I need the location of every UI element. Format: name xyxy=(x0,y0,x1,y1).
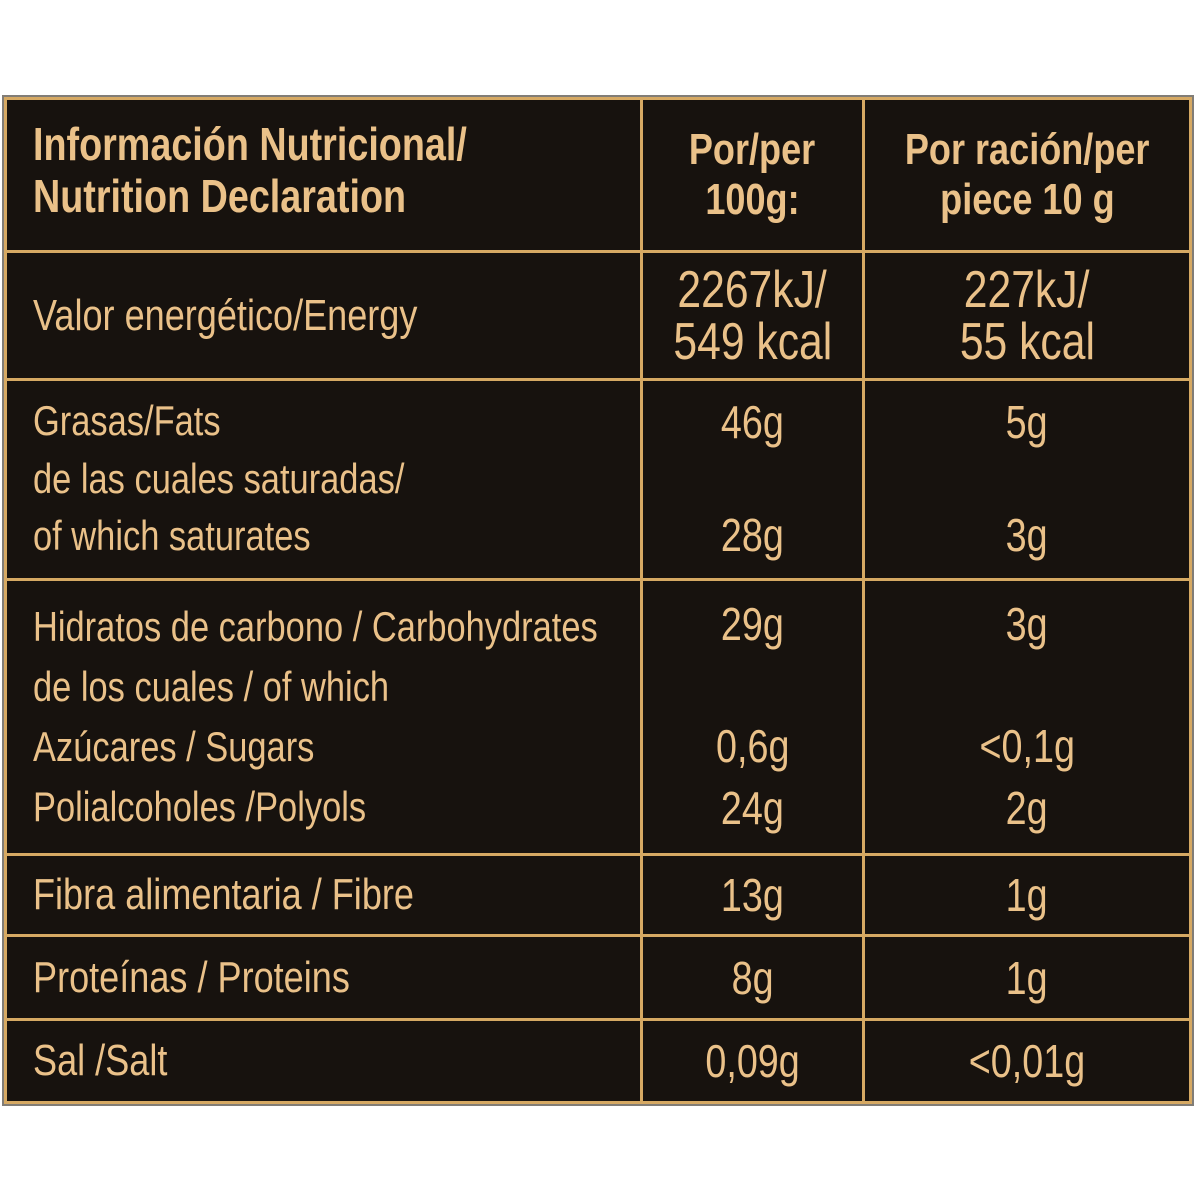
energy-per-100-kcal: 549 kcal xyxy=(673,312,832,371)
fibre-per-piece: 1g xyxy=(1006,869,1048,921)
carbohydrates-per-100-subvalues: 0,6g 24g xyxy=(708,715,798,839)
carbohydrates-per-piece-subvalues: <0,1g 2g xyxy=(969,715,1085,839)
carbohydrates-label-cell: Hidratos de carbono / Carbohydrates de l… xyxy=(7,581,640,853)
fats-label-cell: Grasas/Fats de las cuales saturadas/ of … xyxy=(7,381,640,578)
energy-per-piece-kj: 227kJ/ xyxy=(964,260,1090,319)
salt-per-piece: <0,01g xyxy=(968,1035,1086,1087)
header-per-piece-line-2: piece 10 g xyxy=(939,175,1115,224)
sugars-per-piece: <0,1g xyxy=(979,720,1075,772)
polyols-per-100: 24g xyxy=(721,782,784,834)
proteins-per-100: 8g xyxy=(731,951,774,1004)
energy-label: Valor energético/Energy xyxy=(33,290,418,340)
polyols-per-piece: 2g xyxy=(1006,782,1048,834)
energy-per-piece-cell: 227kJ/ 55 kcal xyxy=(865,253,1189,378)
sugars-per-100: 0,6g xyxy=(715,720,790,772)
polyols-label: Polialcoholes /Polyols xyxy=(33,783,367,830)
salt-label-cell: Sal /Salt xyxy=(7,1021,640,1101)
fats-saturates-label-line-1: de las cuales saturadas/ xyxy=(33,455,405,502)
fats-label: Grasas/Fats xyxy=(33,397,221,444)
fats-per-piece-total: 5g xyxy=(1006,396,1048,448)
salt-per-100-cell: 0,09g xyxy=(643,1021,862,1101)
fats-per-100-total: 46g xyxy=(721,396,784,448)
fats-per-100-cell: 46g 28g xyxy=(643,381,862,578)
proteins-label-cell: Proteínas / Proteins xyxy=(7,937,640,1018)
salt-per-piece-cell: <0,01g xyxy=(865,1021,1189,1101)
nutrition-table: Información Nutricional/ Nutrition Decla… xyxy=(4,97,1192,1104)
carbohydrates-per-piece-cell: 3g <0,1g 2g xyxy=(865,581,1189,853)
carbohydrates-per-100-cell: 29g 0,6g 24g xyxy=(643,581,862,853)
header-per-piece-cell: Por ración/per piece 10 g xyxy=(865,100,1189,250)
energy-per-100-cell: 2267kJ/ 549 kcal xyxy=(643,253,862,378)
header-per-piece-line-1: Por ración/per xyxy=(904,125,1150,174)
carbohydrates-label-group: Hidratos de carbono / Carbohydrates de l… xyxy=(33,597,640,717)
header-title-line-1: Información Nutricional/ xyxy=(33,118,467,170)
proteins-per-piece: 1g xyxy=(1006,951,1048,1004)
fibre-per-piece-cell: 1g xyxy=(865,856,1189,934)
proteins-per-100-cell: 8g xyxy=(643,937,862,1018)
sugars-label: Azúcares / Sugars xyxy=(33,723,315,770)
header-per-100-line-2: 100g: xyxy=(705,175,800,224)
salt-per-100: 0,09g xyxy=(705,1035,800,1087)
fibre-per-100-cell: 13g xyxy=(643,856,862,934)
fats-saturates-label-line-2: of which saturates xyxy=(33,512,311,559)
fats-saturates-label: de las cuales saturadas/ of which satura… xyxy=(33,450,640,564)
fats-per-100-saturates: 28g xyxy=(721,509,784,561)
header-per-100-cell: Por/per 100g: xyxy=(643,100,862,250)
carbohydrates-label-line-2: de los cuales / of which xyxy=(33,663,390,710)
carbohydrates-sublabel-group: Azúcares / Sugars Polialcoholes /Polyols xyxy=(33,717,640,837)
energy-per-100-kj: 2267kJ/ xyxy=(677,260,828,319)
proteins-per-piece-cell: 1g xyxy=(865,937,1189,1018)
carbohydrates-per-piece-total: 3g xyxy=(1006,598,1048,650)
fats-per-piece-saturates: 3g xyxy=(1006,509,1048,561)
carbohydrates-per-100-total: 29g xyxy=(721,598,784,650)
energy-per-piece-kcal: 55 kcal xyxy=(959,312,1095,371)
fibre-label: Fibra alimentaria / Fibre xyxy=(33,870,414,919)
fibre-per-100: 13g xyxy=(721,869,784,921)
header-per-100-line-1: Por/per xyxy=(689,125,816,174)
carbohydrates-label-line-1: Hidratos de carbono / Carbohydrates xyxy=(33,603,598,650)
fats-per-piece-cell: 5g 3g xyxy=(865,381,1189,578)
header-title-line-2: Nutrition Declaration xyxy=(33,170,407,222)
fibre-label-cell: Fibra alimentaria / Fibre xyxy=(7,856,640,934)
salt-label: Sal /Salt xyxy=(33,1036,168,1085)
header-title-cell: Información Nutricional/ Nutrition Decla… xyxy=(7,100,640,250)
energy-label-cell: Valor energético/Energy xyxy=(7,253,640,378)
proteins-label: Proteínas / Proteins xyxy=(33,952,350,1002)
